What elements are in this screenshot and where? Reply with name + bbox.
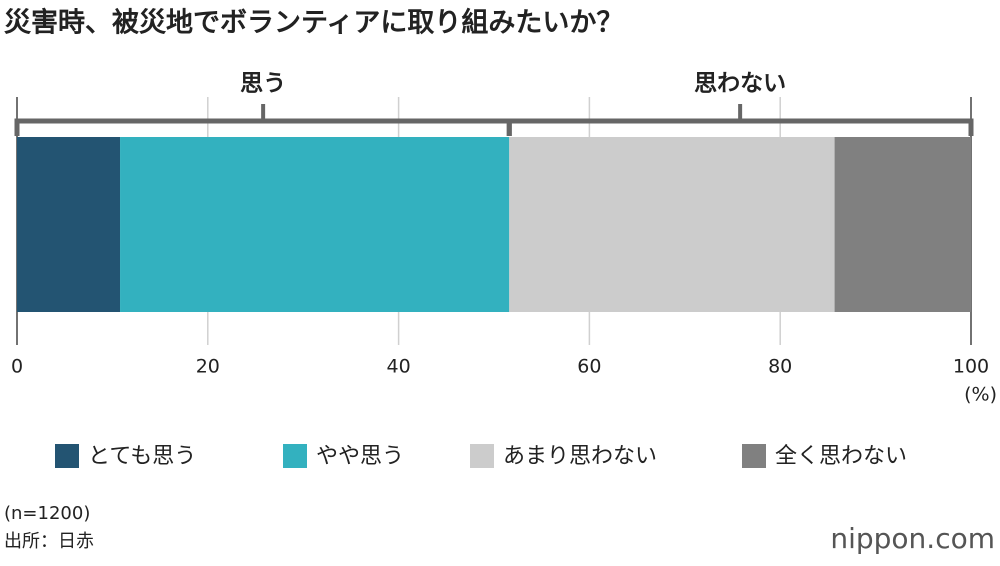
x-tick-label: 0 [11,356,23,378]
group-bracket [506,118,974,136]
group-bracket [14,118,512,136]
x-tick-label: 60 [577,356,601,378]
note: (n=1200) [4,503,90,524]
source: 出所：日赤 [4,531,94,552]
group-label: 思わない [694,71,786,97]
bar-segment [509,137,835,312]
legend-label: あまり思わない [503,444,657,469]
logo: nippon.com [830,522,995,555]
x-tick-label: 80 [768,356,792,378]
legend-label: やや思う [316,444,404,469]
legend-swatch [55,444,79,468]
x-tick-label: 20 [196,356,220,378]
bar-segment [120,137,510,312]
bar-segment [17,137,121,312]
legend-swatch [283,444,307,468]
bar-segment [834,137,971,312]
group-label: 思う [240,71,286,97]
x-tick-label: 40 [387,356,411,378]
x-unit: (%) [964,384,997,406]
chart-title: 災害時、被災地でボランティアに取り組みたいか？ [4,7,623,39]
legend-label: 全く思わない [775,444,907,469]
legend-swatch [742,444,766,468]
legend-label: とても思う [88,444,196,469]
x-tick-label: 100 [953,356,989,378]
legend-swatch [470,444,494,468]
